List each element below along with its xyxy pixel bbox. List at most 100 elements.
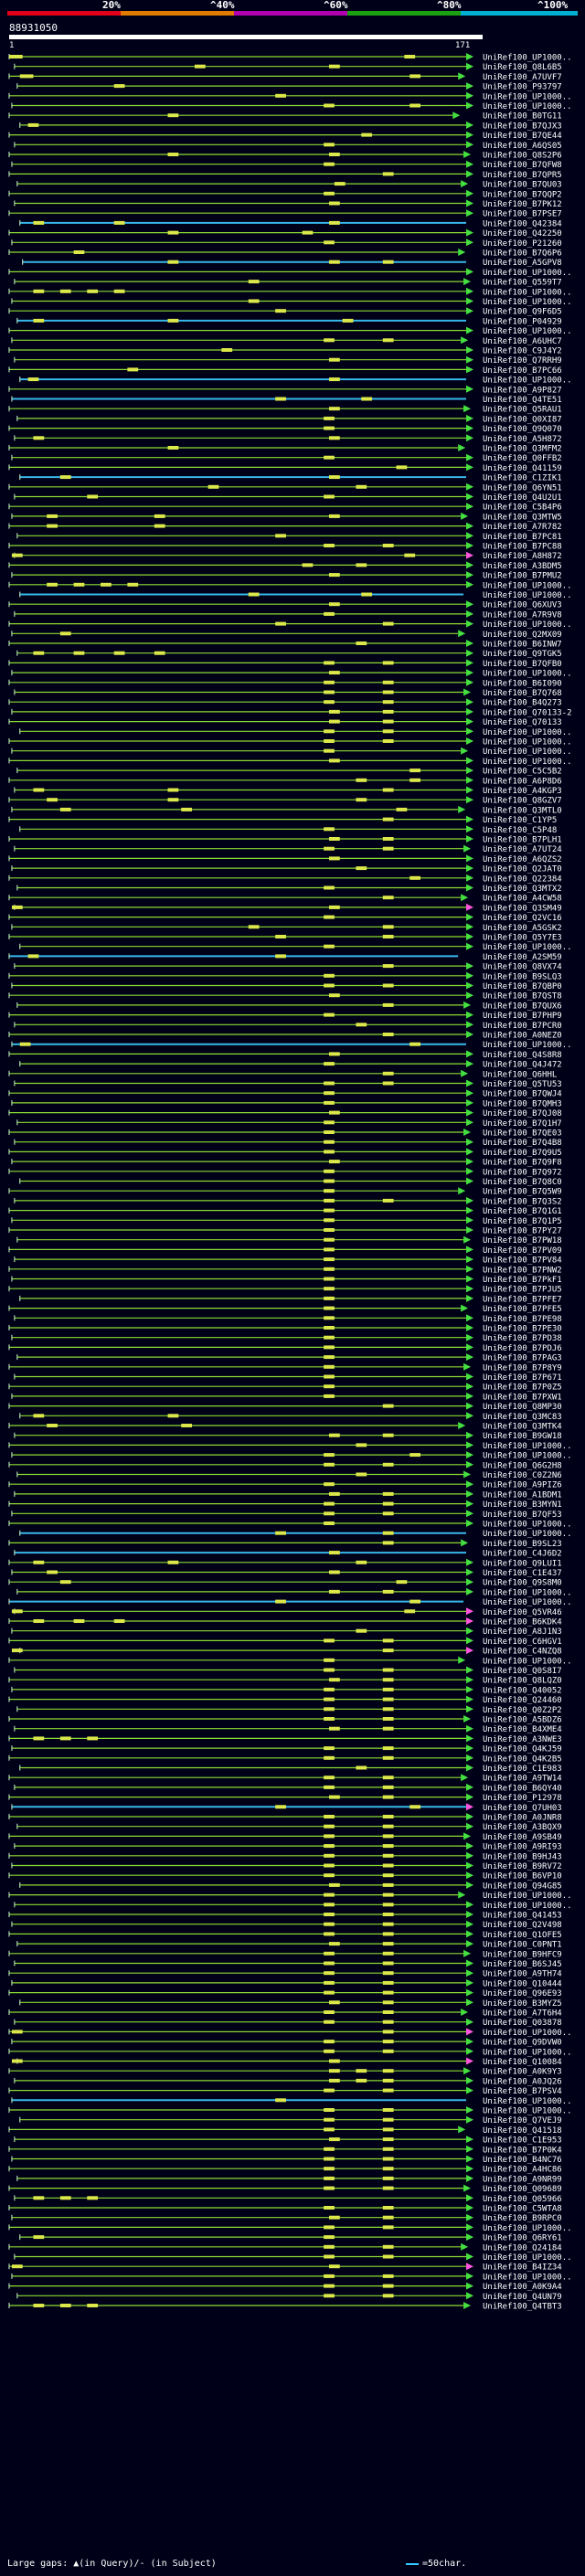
hit-label: UniRef100_B9GW18 bbox=[483, 1432, 562, 1441]
hit-segment bbox=[382, 2069, 394, 2073]
hit-label: UniRef100_Q3MFM2 bbox=[483, 445, 562, 454]
hit-label: UniRef100_UP1000.. bbox=[483, 1041, 572, 1050]
hit-segment bbox=[101, 582, 112, 587]
hit-label: UniRef100_Q94G85 bbox=[483, 1882, 562, 1891]
hit-segment bbox=[329, 758, 340, 763]
hit-label: UniRef100_B7QF53 bbox=[483, 1511, 562, 1520]
hit-segment bbox=[324, 455, 335, 460]
hit-label: UniRef100_Q6G2H8 bbox=[483, 1461, 562, 1470]
hit-end-arrow bbox=[466, 610, 473, 618]
hit-label: UniRef100_C6HGV1 bbox=[483, 1638, 562, 1647]
footer: Large gaps: ▲(in Query)/- (in Subject) =… bbox=[0, 2555, 585, 2573]
hit-segment bbox=[382, 2225, 394, 2230]
hit-segment bbox=[329, 220, 340, 225]
hit-segment bbox=[167, 260, 179, 264]
hit-segment bbox=[382, 1697, 394, 1701]
hit-label: UniRef100_Q3SM49 bbox=[483, 904, 562, 913]
hit-end-arrow bbox=[466, 141, 473, 149]
hit-label: UniRef100_B7Q1H7 bbox=[483, 1119, 562, 1129]
hit-segment bbox=[167, 798, 179, 802]
hit-segment bbox=[329, 2215, 340, 2220]
hit-segment bbox=[329, 2059, 340, 2063]
hit-segment bbox=[324, 680, 335, 684]
hit-end-arrow bbox=[466, 1724, 473, 1733]
hit-end-arrow bbox=[466, 1851, 473, 1860]
hit-end-arrow bbox=[466, 1940, 473, 1948]
hit-end-arrow bbox=[466, 2086, 473, 2094]
hit-segment bbox=[382, 1961, 394, 1966]
hit-end-arrow bbox=[466, 1060, 473, 1068]
pct-label-20: 20% bbox=[102, 0, 121, 11]
hit-segment bbox=[33, 1619, 45, 1623]
hit-segment bbox=[382, 1882, 394, 1887]
hit-segment bbox=[324, 1746, 335, 1751]
hit-end-arrow bbox=[466, 307, 473, 315]
hit-segment bbox=[382, 2176, 394, 2180]
hit-segment bbox=[356, 1023, 367, 1027]
hit-segment bbox=[382, 1971, 394, 1976]
hit-label: UniRef100_A4CW58 bbox=[483, 895, 562, 904]
hit-end-arrow bbox=[458, 1422, 466, 1429]
hit-end-arrow bbox=[458, 2125, 466, 2134]
hit-segment bbox=[382, 964, 394, 969]
hit-segment bbox=[113, 220, 125, 225]
hit-segment bbox=[73, 651, 85, 655]
hit-end-arrow bbox=[466, 414, 473, 422]
hit-label: UniRef100_B3MYN1 bbox=[483, 1500, 562, 1510]
hit-end-arrow bbox=[466, 1627, 473, 1635]
hit-label: UniRef100_C5P48 bbox=[483, 826, 557, 835]
hit-segment bbox=[73, 582, 85, 587]
hit-label: UniRef100_A3BQX9 bbox=[483, 1823, 562, 1832]
hit-label: UniRef100_B7P0Z5 bbox=[483, 1383, 562, 1393]
hit-end-arrow bbox=[466, 1275, 473, 1283]
hit-label: UniRef100_B4NC76 bbox=[483, 2156, 562, 2165]
hit-segment bbox=[324, 1374, 335, 1379]
hit-label: UniRef100_Q4TE51 bbox=[483, 396, 562, 405]
hit-segment bbox=[324, 1306, 335, 1310]
hit-segment bbox=[275, 1805, 286, 1809]
hit-segment bbox=[324, 1971, 335, 1976]
hit-label: UniRef100_B6INW7 bbox=[483, 641, 562, 650]
hit-segment bbox=[382, 1501, 394, 1506]
hit-label: UniRef100_Q2VC16 bbox=[483, 914, 562, 923]
hit-segment bbox=[324, 1012, 335, 1017]
hit-end-arrow bbox=[461, 2242, 469, 2251]
hit-end-arrow bbox=[466, 1011, 473, 1019]
hit-end-arrow bbox=[466, 1402, 473, 1410]
hit-end-arrow bbox=[452, 111, 461, 120]
hit-label: UniRef100_B7Q3S2 bbox=[483, 1197, 562, 1206]
hit-label: UniRef100_A0K9Y3 bbox=[483, 2068, 562, 2077]
hit-segment bbox=[382, 690, 394, 694]
hit-end-arrow bbox=[466, 1734, 473, 1743]
hit-segment bbox=[356, 2069, 367, 2073]
hit-segment bbox=[382, 1589, 394, 1594]
hit-label: UniRef100_UP1000.. bbox=[483, 943, 572, 952]
hit-segment bbox=[382, 2088, 394, 2093]
hit-segment bbox=[324, 2127, 335, 2132]
query-id: 88931050 bbox=[9, 22, 58, 34]
hit-segment bbox=[382, 709, 394, 714]
hit-end-arrow bbox=[466, 1637, 473, 1645]
hit-segment bbox=[324, 983, 335, 988]
hit-segment bbox=[382, 1687, 394, 1691]
hit-segment bbox=[324, 1980, 335, 1985]
hit-segment bbox=[324, 915, 335, 919]
hit-label: UniRef100_Q8S2P6 bbox=[483, 152, 562, 161]
hit-label: UniRef100_Q0FFB2 bbox=[483, 454, 562, 463]
hit-segment bbox=[382, 1462, 394, 1467]
hit-end-arrow bbox=[466, 297, 473, 305]
hit-label: UniRef100_Q8LQZ0 bbox=[483, 1677, 562, 1686]
hit-end-arrow bbox=[461, 1069, 469, 1077]
hit-segment bbox=[356, 484, 367, 489]
hit-end-arrow bbox=[466, 1177, 473, 1185]
hit-segment bbox=[329, 2000, 340, 2005]
hit-segment bbox=[33, 289, 45, 293]
hit-segment bbox=[275, 534, 286, 538]
hit-segment bbox=[329, 1551, 340, 1555]
hit-label: UniRef100_Q24460 bbox=[483, 1696, 562, 1705]
hit-segment bbox=[382, 1002, 394, 1007]
hit-label: UniRef100_Q9Q070 bbox=[483, 425, 562, 434]
hit-segment bbox=[382, 1668, 394, 1672]
hit-label: UniRef100_B7QE03 bbox=[483, 1129, 562, 1139]
hit-label: UniRef100_B6KDK4 bbox=[483, 1618, 562, 1627]
